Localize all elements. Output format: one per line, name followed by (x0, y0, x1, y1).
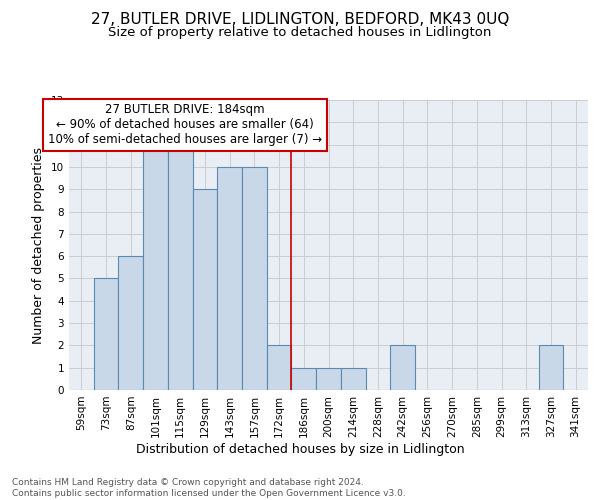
Bar (292, 368, 316, 390)
Text: Size of property relative to detached houses in Lidlington: Size of property relative to detached ho… (109, 26, 491, 39)
Bar (193, 189, 217, 390)
Text: Distribution of detached houses by size in Lidlington: Distribution of detached houses by size … (136, 442, 464, 456)
Bar (539, 346, 563, 390)
Bar (94, 278, 118, 390)
Text: Contains HM Land Registry data © Crown copyright and database right 2024.
Contai: Contains HM Land Registry data © Crown c… (12, 478, 406, 498)
Text: 27 BUTLER DRIVE: 184sqm
← 90% of detached houses are smaller (64)
10% of semi-de: 27 BUTLER DRIVE: 184sqm ← 90% of detache… (48, 104, 322, 146)
Bar (217, 167, 242, 390)
Bar (168, 144, 193, 390)
Bar (316, 368, 341, 390)
Bar (242, 167, 267, 390)
Bar (118, 256, 143, 390)
Y-axis label: Number of detached properties: Number of detached properties (32, 146, 46, 344)
Bar (267, 346, 292, 390)
Bar (341, 368, 365, 390)
Bar (390, 346, 415, 390)
Text: 27, BUTLER DRIVE, LIDLINGTON, BEDFORD, MK43 0UQ: 27, BUTLER DRIVE, LIDLINGTON, BEDFORD, M… (91, 12, 509, 28)
Bar (143, 144, 168, 390)
